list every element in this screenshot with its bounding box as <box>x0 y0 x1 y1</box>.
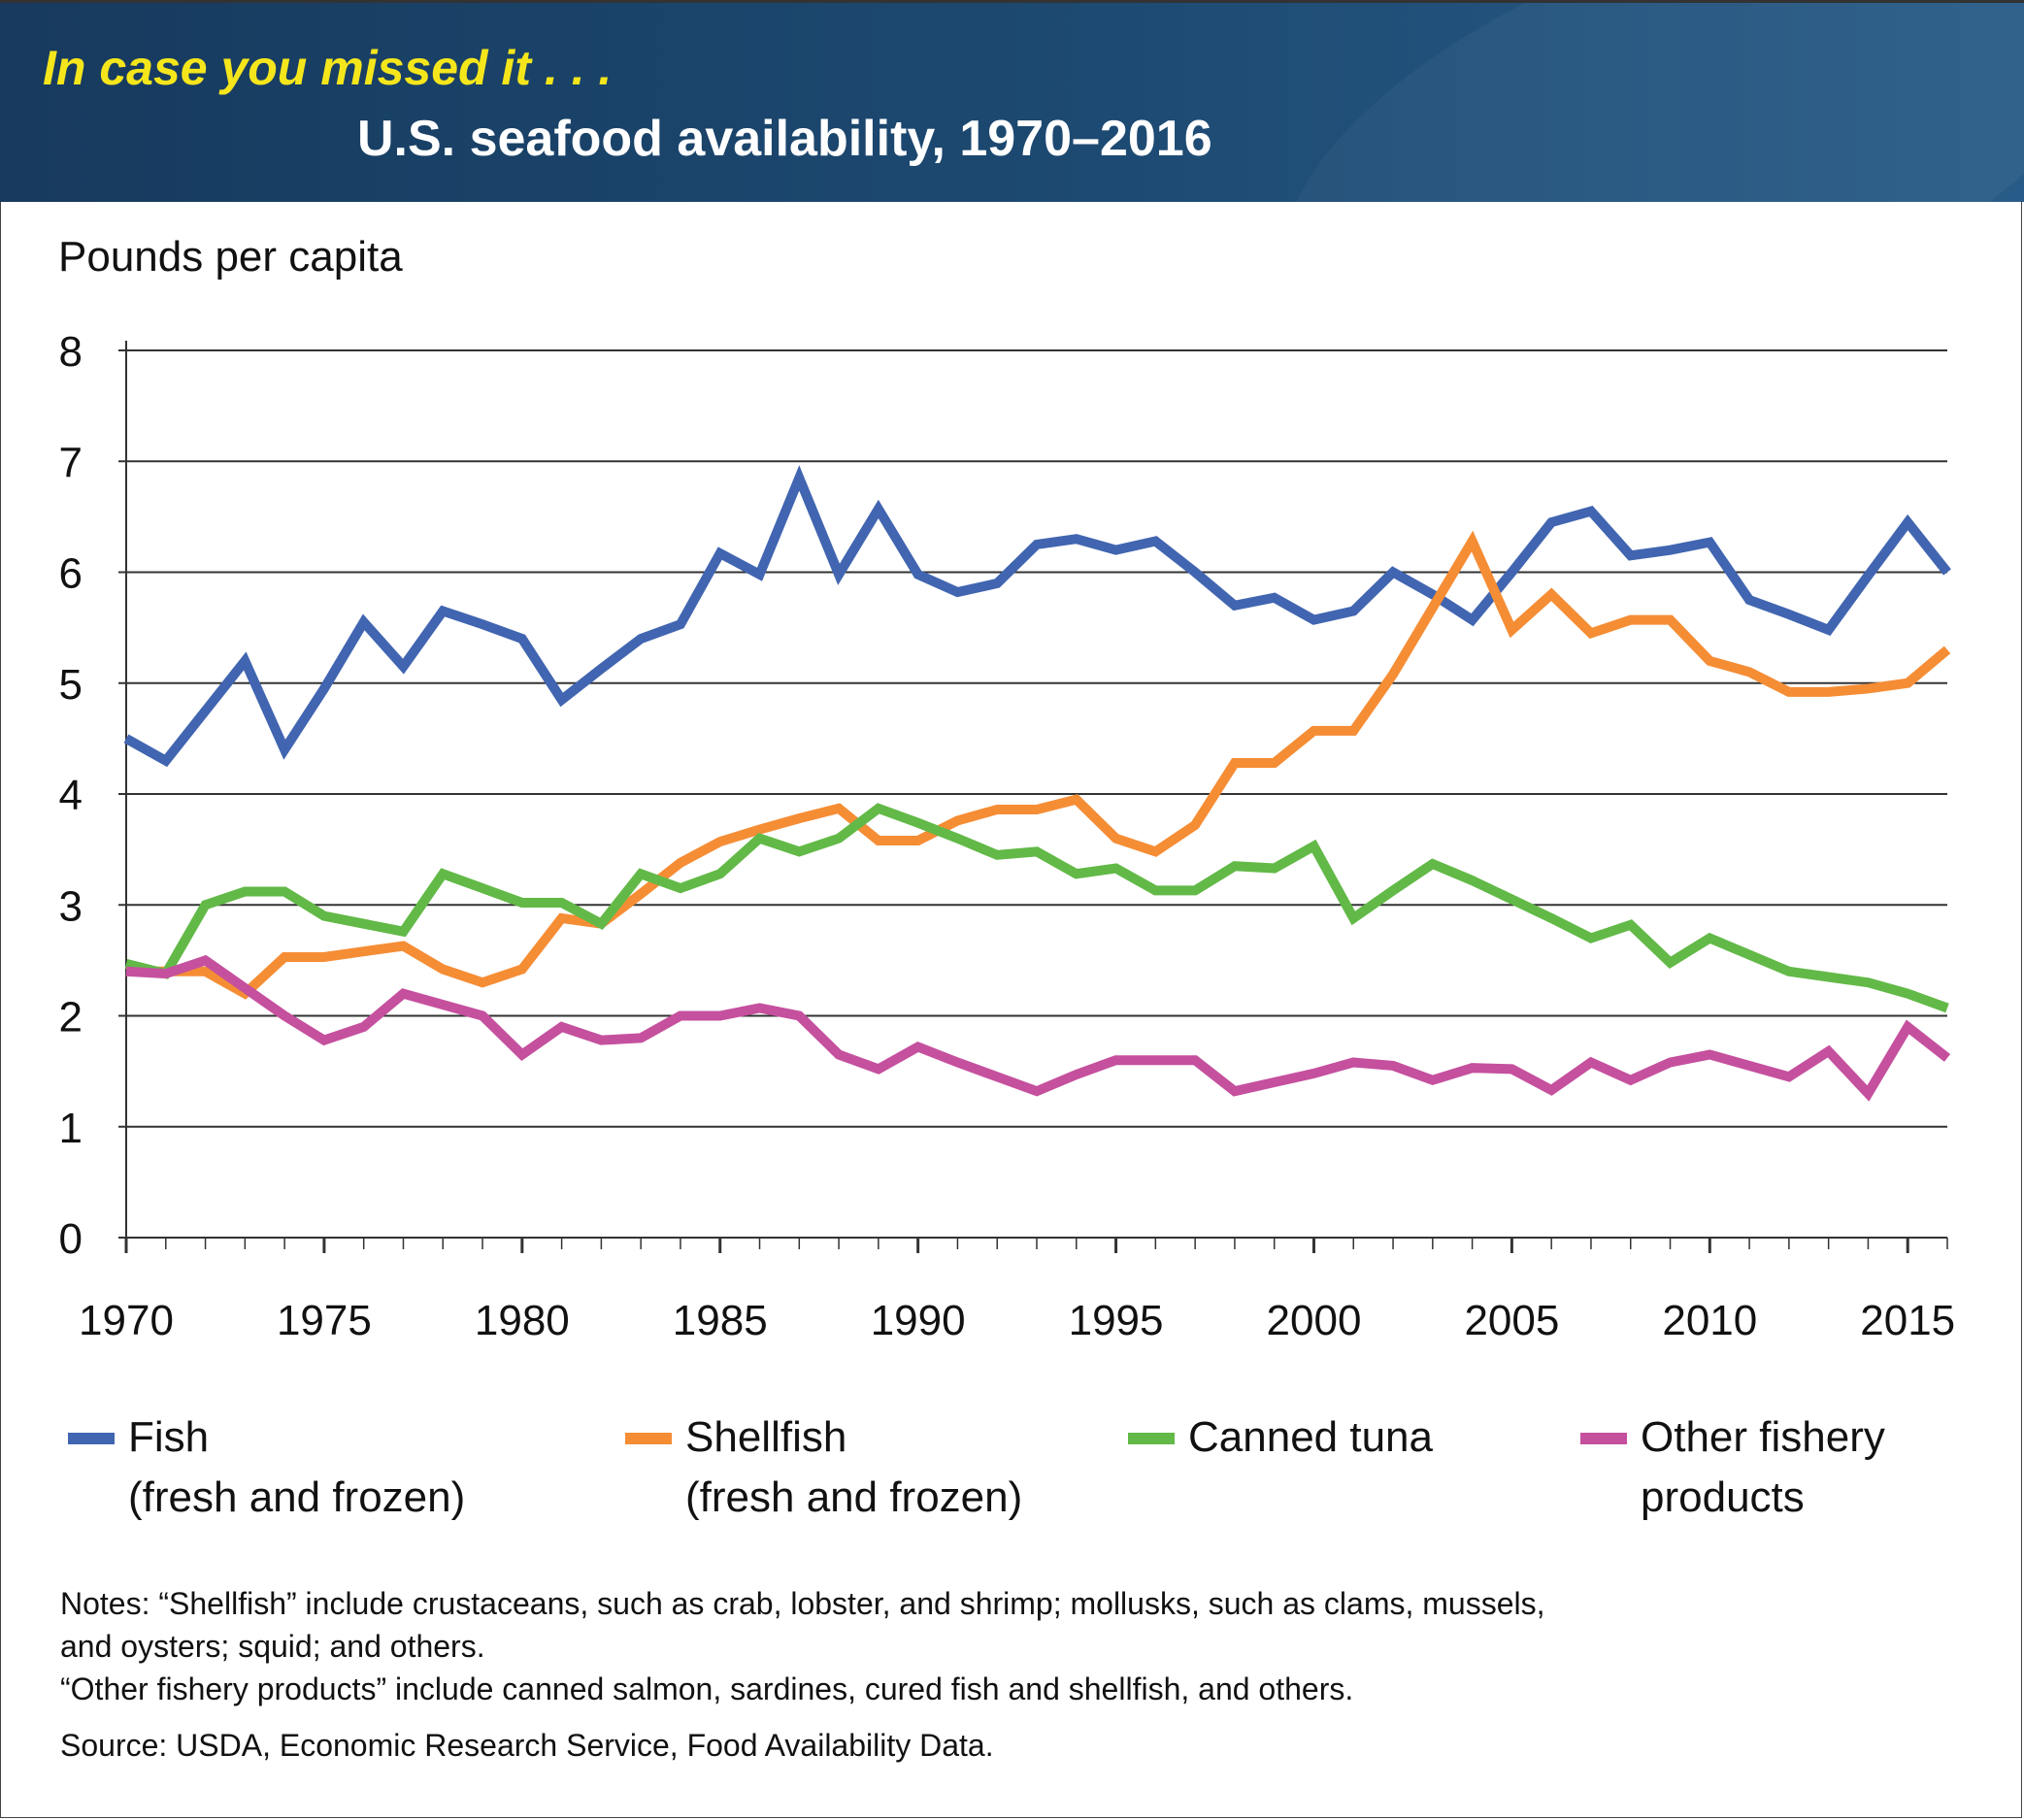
x-tick-label: 2005 <box>1464 1297 1559 1344</box>
legend-item-shellfish: Shellfish (fresh and frozen) <box>625 1407 1022 1528</box>
legend-label: Canned tuna <box>1188 1413 1433 1461</box>
legend-swatch-canned-tuna <box>1128 1433 1175 1444</box>
x-tick-label: 1980 <box>475 1297 570 1344</box>
chart-title: U.S. seafood availability, 1970–2016 <box>357 111 1212 167</box>
header-kicker: In case you missed it . . . <box>43 41 613 95</box>
line-chart: 0 1 2 3 4 5 6 7 8 1970 1975 1980 1985 1990 1995 2000 200… <box>59 328 1956 1344</box>
x-tick-label: 1970 <box>79 1297 174 1344</box>
legend-swatch-other-fishery <box>1580 1433 1627 1444</box>
notes: Notes: “Shellfish” include crustaceans, … <box>60 1582 1545 1767</box>
legend-sublabel: products <box>1641 1473 1805 1521</box>
series-line-canned-tuna <box>124 803 1949 1013</box>
x-tick-label: 1975 <box>277 1297 372 1344</box>
x-tick-label: 2010 <box>1662 1297 1757 1344</box>
legend-item-canned-tuna: Canned tuna <box>1128 1407 1433 1468</box>
x-tick-label: 1985 <box>673 1297 768 1344</box>
y-tick-label: 2 <box>59 994 83 1042</box>
notes-line: and oysters; squid; and others. <box>60 1629 485 1664</box>
legend-sublabel: (fresh and frozen) <box>128 1473 466 1521</box>
x-tick-label: 2000 <box>1267 1297 1362 1344</box>
legend: Fish (fresh and frozen) Shellfish (fresh… <box>0 1407 2024 1524</box>
legend-item-other-fishery: Other fishery products <box>1580 1407 1885 1528</box>
legend-label: Other fishery <box>1641 1413 1885 1461</box>
y-tick-label: 0 <box>59 1215 83 1263</box>
y-tick-label: 3 <box>59 882 83 930</box>
notes-line: “Other fishery products” include canned … <box>60 1671 1354 1706</box>
legend-sublabel: (fresh and frozen) <box>685 1473 1023 1521</box>
legend-label: Shellfish <box>685 1413 847 1461</box>
header-banner: In case you missed it . . . U.S. seafood… <box>0 0 2024 202</box>
legend-swatch-shellfish <box>625 1433 672 1444</box>
series-line-shellfish-fresh-and-frozen <box>126 530 1951 1000</box>
y-tick-label: 7 <box>59 439 83 486</box>
source-note: Source: USDA, Economic Research Service,… <box>60 1728 994 1763</box>
y-tick-label: 1 <box>59 1105 83 1152</box>
y-tick-label: 5 <box>59 661 83 709</box>
y-tick-label: 8 <box>59 328 83 376</box>
notes-line: Notes: “Shellfish” include crustaceans, … <box>60 1586 1545 1621</box>
legend-item-fish: Fish (fresh and frozen) <box>68 1407 465 1528</box>
series-line-other-fishery-products <box>125 954 1951 1102</box>
legend-swatch-fish <box>68 1433 115 1444</box>
y-tick-label: 4 <box>59 772 83 819</box>
series-line-fish-fresh-and-frozen <box>123 465 1951 768</box>
x-tick-label: 1995 <box>1069 1297 1164 1344</box>
x-tick-label: 2015 <box>1860 1297 1955 1344</box>
legend-label: Fish <box>128 1413 210 1461</box>
y-tick-label: 6 <box>59 550 83 598</box>
x-tick-label: 1990 <box>871 1297 966 1344</box>
y-axis-label: Pounds per capita <box>58 233 403 281</box>
